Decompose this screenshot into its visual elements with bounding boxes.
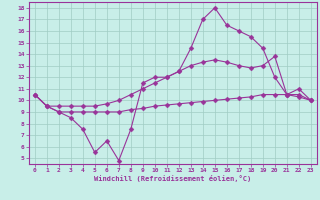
X-axis label: Windchill (Refroidissement éolien,°C): Windchill (Refroidissement éolien,°C) xyxy=(94,175,252,182)
